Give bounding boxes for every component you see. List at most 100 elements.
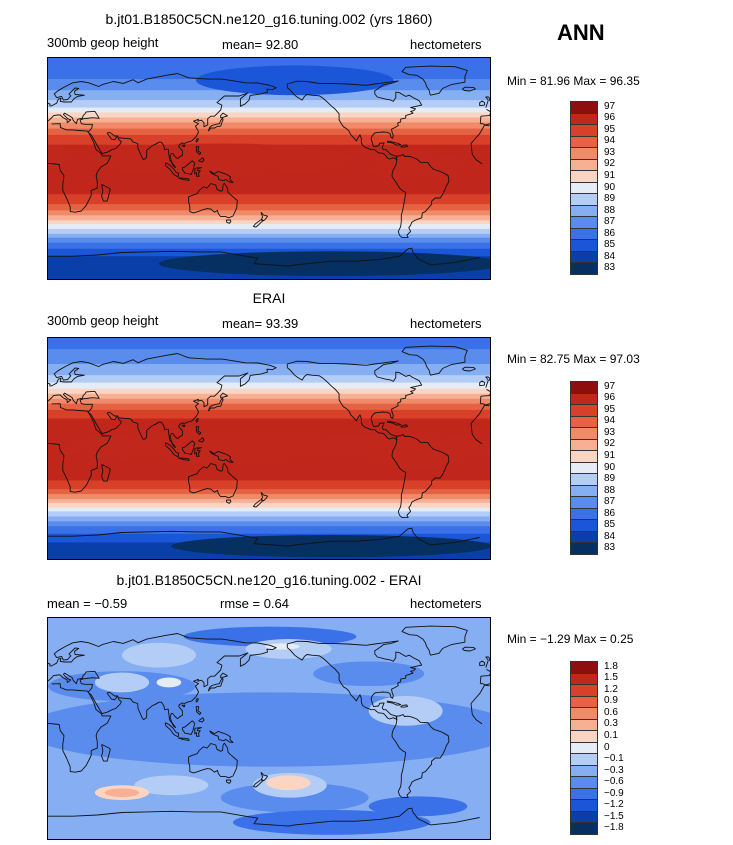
contour-band: [48, 375, 490, 378]
coastline-segment: [260, 771, 268, 782]
contour-band: [48, 482, 490, 485]
contour-band: [48, 372, 490, 375]
contour-band: [48, 492, 490, 495]
contour-band: [48, 386, 490, 389]
contour-band: [48, 129, 490, 132]
contour-band: [48, 204, 490, 207]
contour-band: [48, 236, 490, 239]
antarctic-low: [171, 534, 490, 558]
warm-pool-band: [344, 432, 490, 467]
coastline-segment: [177, 177, 190, 181]
coastline-segment: [220, 672, 228, 679]
contour-band: [48, 469, 490, 472]
contour-band: [48, 531, 490, 534]
contour-band: [48, 362, 490, 365]
positive-anomaly: [156, 677, 182, 688]
colorbar-swatch: [570, 822, 598, 835]
contour-band: [48, 105, 490, 107]
panel-3-rmse: rmse = 0.64: [220, 596, 290, 611]
panel-3-map-svg: [48, 618, 490, 839]
colorbar-tick-label: 94: [604, 415, 616, 427]
positive-anomaly: [266, 775, 311, 791]
coastline-segment: [198, 717, 205, 723]
panel-3-minmax: Min = −1.29 Max = 0.25: [507, 632, 634, 646]
contour-band: [48, 468, 490, 470]
contour-band: [48, 361, 490, 364]
contour-band: [48, 515, 490, 517]
contour-band: [48, 233, 490, 236]
coastline-segment: [479, 380, 486, 387]
contour-band: [48, 351, 490, 354]
contour-band: [48, 98, 490, 101]
colorbar-tick-label: 0.3: [604, 718, 618, 730]
coastline-segment: [220, 112, 228, 119]
contour-band: [48, 240, 490, 242]
panel-3-mean: mean = −0.59: [47, 596, 128, 611]
positive-anomaly: [104, 788, 140, 798]
contour-band: [48, 425, 490, 428]
contour-band: [48, 196, 490, 199]
coastline-segment: [198, 437, 205, 443]
coastline-segment: [479, 660, 486, 667]
contour-band: [48, 387, 490, 390]
contour-band: [48, 486, 490, 489]
contour-band: [48, 216, 490, 219]
contour-band: [48, 184, 490, 187]
contour-band: [48, 530, 490, 532]
colorbar-tick-label: 84: [604, 250, 616, 262]
coastline-segment: [48, 527, 480, 547]
coastline-segment: [188, 462, 238, 499]
coastline-segment: [181, 424, 186, 428]
coastline-segment: [177, 737, 190, 741]
coastline-segment: [462, 366, 476, 372]
contour-band: [48, 122, 490, 125]
contour-bands: [48, 338, 490, 559]
contour-band: [48, 340, 490, 343]
contour-band: [48, 212, 490, 215]
contour-band: [48, 124, 490, 127]
contour-band: [48, 352, 490, 355]
contour-band: [48, 413, 490, 416]
colorbar-tick-label: 96: [604, 112, 616, 124]
contour-band: [48, 391, 490, 394]
contour-band: [48, 403, 490, 406]
colorbar-tick-label: 88: [604, 204, 616, 216]
contour-band: [48, 207, 490, 210]
contour-band: [48, 228, 490, 231]
contour-band: [48, 495, 490, 498]
contour-band: [48, 504, 490, 506]
contour-band: [48, 64, 490, 67]
contour-band: [48, 59, 490, 62]
contour-band: [48, 141, 490, 143]
colorbar-tick-label: 97: [604, 100, 616, 112]
contour-band: [48, 411, 490, 413]
contour-band: [48, 180, 490, 183]
coastline-segment: [101, 183, 111, 202]
colorbar-tick-label: −1.8: [604, 822, 624, 834]
contour-band: [48, 476, 490, 479]
contour-band: [48, 347, 490, 350]
contour-band: [48, 344, 490, 347]
colorbar-tick-label: −0.1: [604, 753, 624, 765]
coastline-segment: [479, 100, 486, 107]
contour-band: [48, 226, 490, 229]
contour-band: [48, 345, 490, 348]
coastline-segment: [400, 424, 408, 428]
panel-1-colorbar: 97 96 95 94 93 92 91 90 89 88 87 86 85 84 83: [570, 101, 615, 275]
contour-band: [48, 419, 490, 422]
contour-band: [48, 185, 490, 188]
coastline-segment: [48, 807, 480, 827]
contour-band: [48, 191, 490, 194]
contour-band: [48, 190, 490, 193]
contour-band: [48, 210, 490, 213]
contour-band: [48, 513, 490, 516]
contour-band: [48, 126, 490, 128]
coastlines: [48, 345, 490, 547]
coastline-segment: [252, 219, 264, 228]
coastline-segment: [391, 434, 450, 519]
coastline-segment: [400, 144, 408, 148]
colorbar-tick-label: −0.3: [604, 764, 624, 776]
coastline-segment: [48, 403, 490, 493]
contour-band: [48, 500, 490, 503]
contour-band: [48, 418, 490, 421]
